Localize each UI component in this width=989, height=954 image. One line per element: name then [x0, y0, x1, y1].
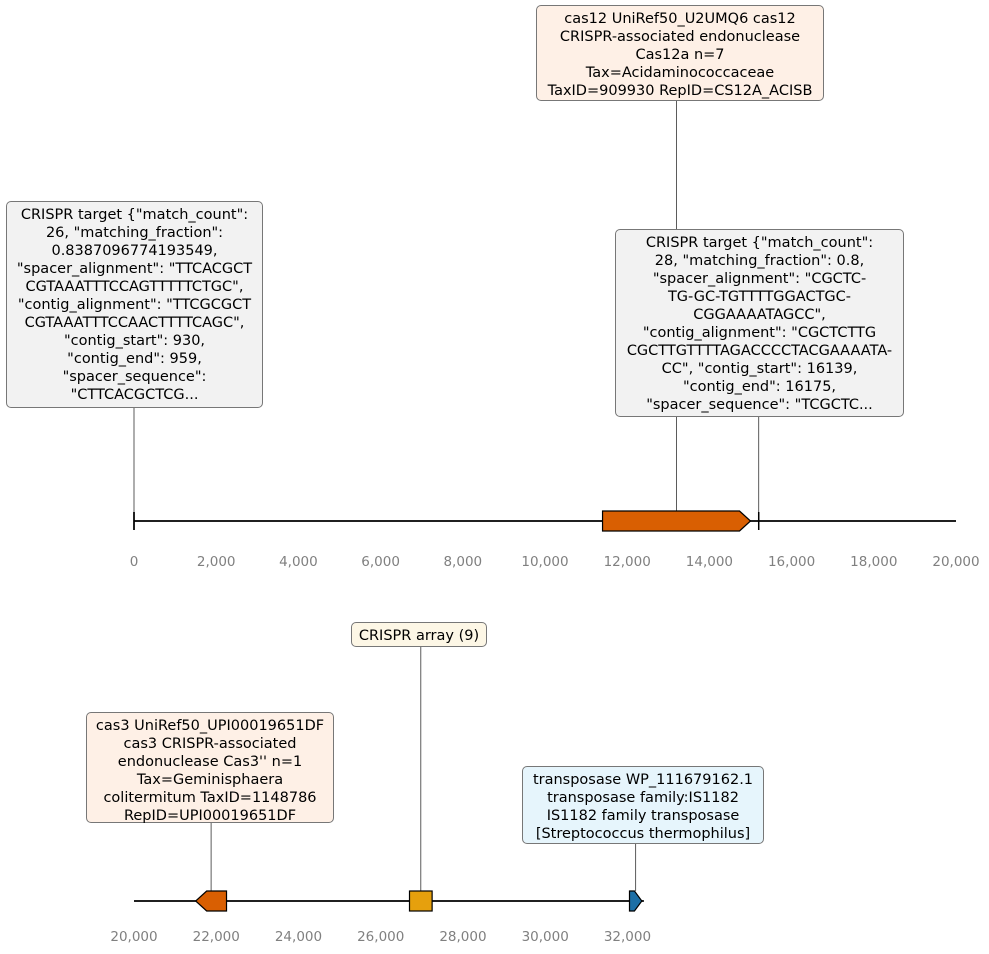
cas3-gene-label: cas3 UniRef50_UPI00019651DF cas3 CRISPR-…: [86, 712, 334, 824]
cas-gene-arrow: [194, 890, 228, 912]
tick-label: 18,000: [850, 554, 897, 570]
tick-label: 8,000: [443, 554, 482, 570]
track-1-axis-ticks: 0 2,000 4,000 6,000 8,000 10,000 12,000 14,000 1…: [130, 554, 980, 570]
tick-label: 4,000: [279, 554, 318, 570]
tick-label: 26,000: [357, 929, 404, 945]
tick-label: 10,000: [521, 554, 568, 570]
tick-label: 12,000: [604, 554, 651, 570]
track-2: 20,000 22,000 24,000 26,000 28,000 30,000 32,0…: [110, 647, 651, 945]
track-2-axis-ticks: 20,000 22,000 24,000 26,000 28,000 30,000 32,0…: [110, 929, 651, 945]
tick-label: 22,000: [193, 929, 240, 945]
tick-label: 32,000: [604, 929, 651, 945]
transposase-label: transposase WP_111679162.1 transposase f…: [522, 766, 764, 844]
tick-label: 24,000: [275, 929, 322, 945]
track-1: 0 2,000 4,000 6,000 8,000 10,000 12,000 14,000 1…: [130, 101, 980, 570]
tick-label: 20,000: [932, 554, 979, 570]
tick-label: 16,000: [768, 554, 815, 570]
cas-gene-arrow: [601, 510, 752, 532]
track-1-features: [133, 510, 760, 532]
tick-label: 0: [130, 554, 139, 570]
tick-label: 30,000: [522, 929, 569, 945]
tick-label: 6,000: [361, 554, 400, 570]
crispr-target-label-1: CRISPR target {"match_count": 26, "match…: [6, 201, 263, 408]
label-connectors: [210, 647, 637, 891]
crispr-array-block: [408, 890, 433, 912]
crispr-array-label: CRISPR array (9): [351, 622, 487, 647]
track-2-features: [194, 890, 643, 912]
crispr-target-label-2: CRISPR target {"match_count": 28, "match…: [615, 229, 904, 417]
tick-label: 28,000: [439, 929, 486, 945]
tick-label: 20,000: [110, 929, 157, 945]
tick-label: 14,000: [686, 554, 733, 570]
cas12-gene-label: cas12 UniRef50_U2UMQ6 cas12 CRISPR-assoc…: [536, 5, 824, 101]
transposase-gene-arrow: [628, 890, 643, 912]
tick-label: 2,000: [197, 554, 236, 570]
